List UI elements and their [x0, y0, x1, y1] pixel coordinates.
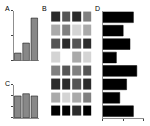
svg-text:A: A — [5, 5, 10, 12]
svg-text:C: C — [5, 80, 10, 87]
svg-text:D: D — [95, 5, 100, 12]
svg-text:B: B — [42, 5, 47, 12]
